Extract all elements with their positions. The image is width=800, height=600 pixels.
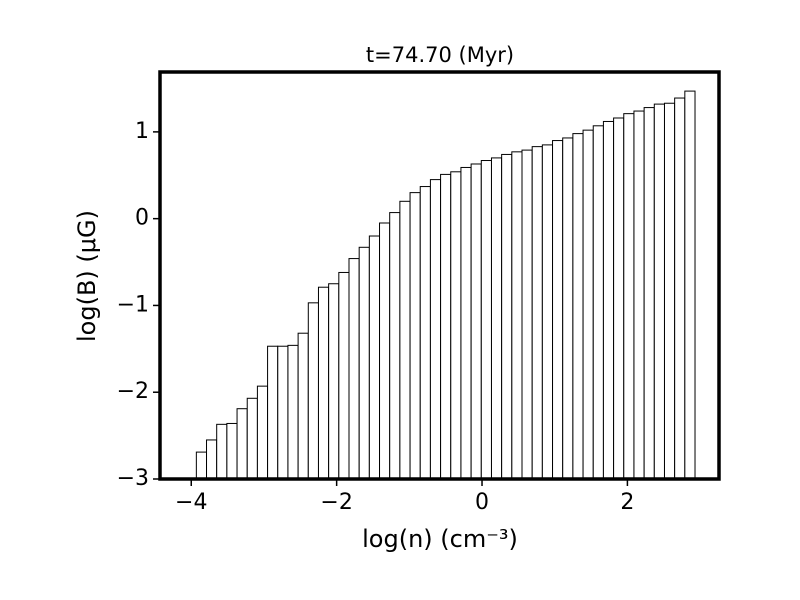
bar bbox=[633, 110, 645, 480]
bar bbox=[480, 160, 492, 480]
bar bbox=[348, 258, 360, 480]
plot-frame bbox=[158, 70, 721, 481]
x-tick-label: −4 bbox=[175, 490, 207, 515]
bar bbox=[226, 422, 238, 480]
bar bbox=[470, 163, 482, 480]
bar bbox=[358, 246, 370, 480]
y-tick-label: −2 bbox=[117, 379, 149, 404]
bar bbox=[623, 113, 635, 480]
x-tick-label: 0 bbox=[475, 490, 489, 515]
y-tick-label: −3 bbox=[117, 466, 149, 491]
bar bbox=[256, 385, 269, 480]
bar bbox=[379, 222, 391, 480]
bar bbox=[450, 171, 462, 480]
y-tick-label: 0 bbox=[135, 206, 149, 231]
bar bbox=[317, 286, 330, 480]
y-tick-label: 1 bbox=[135, 119, 149, 144]
bar bbox=[460, 166, 472, 480]
y-axis-label: log(B) (μG) bbox=[73, 210, 101, 342]
bar bbox=[429, 179, 442, 480]
bar bbox=[409, 192, 421, 480]
bar bbox=[531, 146, 543, 480]
bar bbox=[267, 345, 279, 480]
bar bbox=[287, 344, 299, 480]
bar bbox=[684, 90, 696, 480]
bar bbox=[501, 153, 513, 480]
bar bbox=[440, 173, 452, 480]
bar bbox=[552, 140, 564, 480]
bar bbox=[419, 186, 431, 480]
bar bbox=[572, 133, 584, 480]
x-tick-label: 2 bbox=[620, 490, 634, 515]
bar bbox=[236, 408, 248, 480]
bar bbox=[653, 103, 665, 480]
bar bbox=[663, 102, 676, 480]
bar bbox=[206, 439, 218, 480]
bar bbox=[674, 97, 686, 480]
y-tick-label: −1 bbox=[117, 292, 149, 317]
bar bbox=[643, 107, 655, 480]
bar bbox=[389, 212, 401, 480]
bar bbox=[511, 151, 523, 480]
bar bbox=[521, 149, 533, 480]
bar bbox=[277, 345, 289, 480]
bar bbox=[195, 451, 208, 480]
bar bbox=[592, 125, 604, 480]
bar bbox=[562, 137, 574, 480]
bar bbox=[368, 235, 381, 480]
bar bbox=[399, 200, 411, 480]
x-axis-label: log(n) (cm⁻³) bbox=[362, 525, 518, 553]
bar bbox=[216, 423, 228, 480]
bar bbox=[602, 120, 615, 480]
bar bbox=[246, 397, 258, 480]
bar bbox=[582, 129, 594, 480]
x-tick-label: −2 bbox=[320, 490, 352, 515]
bar bbox=[307, 302, 319, 480]
bar bbox=[338, 271, 350, 480]
bar bbox=[297, 332, 309, 480]
bar bbox=[328, 283, 340, 480]
chart-title: t=74.70 (Myr) bbox=[366, 43, 514, 67]
bar bbox=[541, 144, 554, 480]
bar bbox=[613, 117, 625, 480]
bar bbox=[490, 157, 503, 480]
